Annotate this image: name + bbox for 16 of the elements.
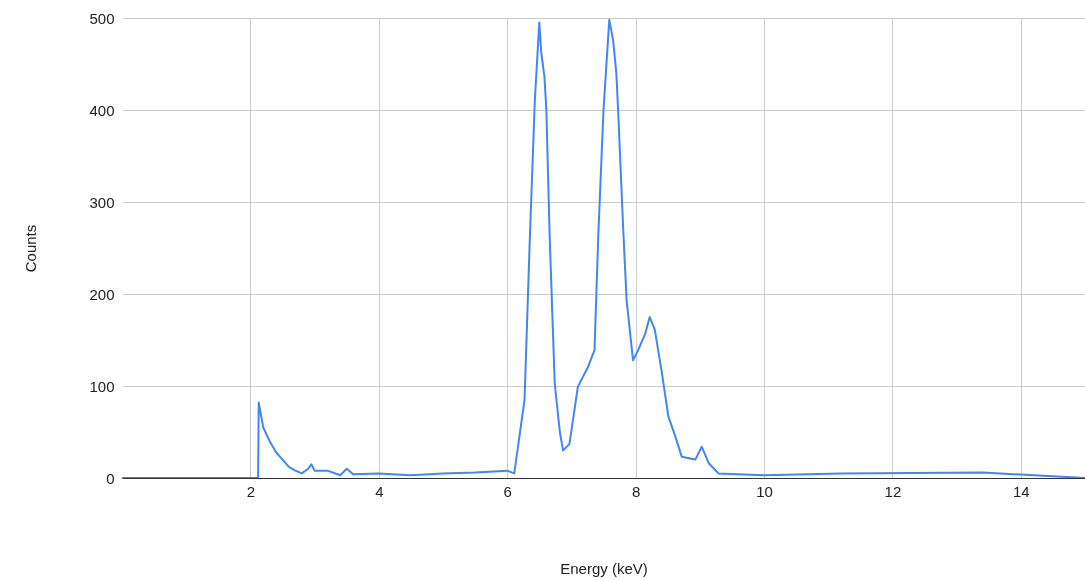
y-tick-label: 400 — [89, 101, 115, 119]
x-tick-label: 4 — [375, 482, 384, 500]
y-tick-label: 100 — [89, 377, 115, 395]
y-tick-label: 500 — [89, 9, 115, 27]
x-tick-label: 12 — [884, 482, 902, 500]
y-axis-title: Counts — [22, 224, 40, 273]
x-tick-label: 14 — [1012, 482, 1030, 500]
x-tick-label: 2 — [246, 482, 256, 500]
x-axis-title: Energy (keV) — [560, 559, 648, 577]
x-tick-label: 8 — [631, 482, 641, 500]
x-tick-label: 6 — [503, 482, 512, 500]
line-series — [122, 18, 1085, 478]
x-tick-label: 10 — [756, 482, 773, 500]
y-tick-label: 200 — [89, 285, 115, 303]
y-tick-label: 0 — [106, 469, 115, 487]
y-tick-label: 300 — [89, 193, 115, 211]
